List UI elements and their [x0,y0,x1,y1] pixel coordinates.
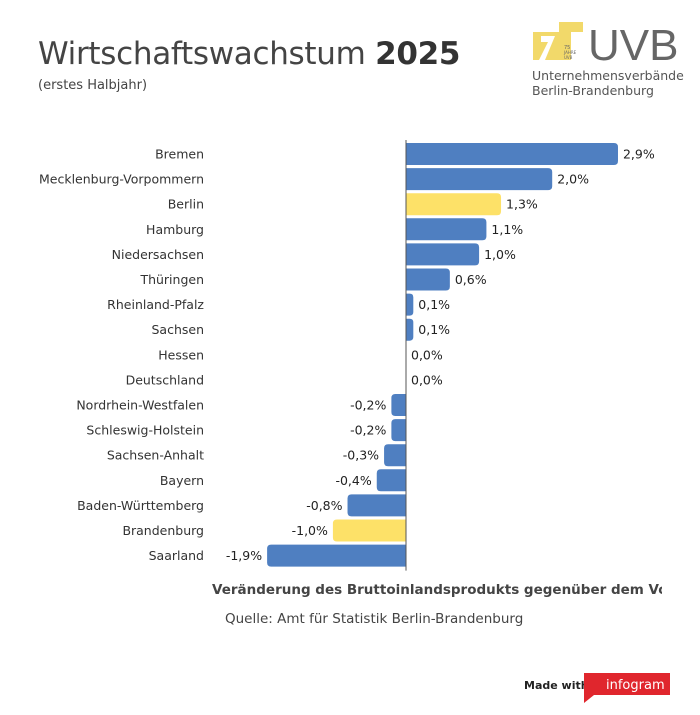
value-label-10: -0,2% [350,398,386,413]
value-label-6: 0,1% [418,297,450,312]
bar-3[interactable] [406,218,487,241]
bar-11[interactable] [391,419,406,442]
source-note: Quelle: Amt für Statistik Berlin-Branden… [225,611,524,627]
category-label-9: Deutschland [126,372,204,387]
category-label-1: Mecklenburg-Vorpommern [39,172,204,187]
infogram-badge-shape [584,673,670,703]
value-label-15: -1,0% [292,523,328,538]
chart-title: Wirtschaftswachstum 2025 [38,36,460,72]
value-label-14: -0,8% [306,498,342,513]
value-label-16: -1,9% [226,548,262,563]
category-label-15: Brandenburg [122,523,204,538]
bar-5[interactable] [406,268,450,291]
category-label-5: Thüringen [139,272,204,287]
bar-1[interactable] [406,168,553,191]
chart-subtitle: (erstes Halbjahr) [38,78,148,93]
category-label-16: Saarland [149,548,204,563]
logo-badge-75: 75 [564,45,570,51]
category-label-7: Sachsen [151,322,204,337]
category-label-3: Hamburg [146,222,204,237]
category-label-8: Hessen [158,347,204,362]
bar-14[interactable] [347,494,406,517]
chart-title-main: Wirtschaftswachstum [38,36,366,72]
bar-6[interactable] [406,293,414,316]
x-axis-label: Veränderung des Bruttoinlandsprodukts ge… [212,582,662,598]
logo-wordmark: Unternehmensverbände Berlin-Brandenburg [532,68,684,98]
bar-15[interactable] [332,519,406,542]
category-label-4: Niedersachsen [112,247,204,262]
bar-12[interactable] [384,444,406,467]
value-label-3: 1,1% [491,222,523,237]
category-label-14: Baden-Württemberg [77,498,204,513]
value-label-8: 0,0% [411,347,443,362]
category-label-13: Bayern [160,473,204,488]
infogram-brand-text: infogram [606,678,665,693]
logo-badge-uvb: UVB [564,55,573,60]
logo-line-2: Berlin-Brandenburg [532,83,654,98]
logo-line-1: Unternehmensverbände [532,68,684,83]
value-label-0: 2,9% [623,147,655,162]
bar-16[interactable] [267,544,406,567]
value-label-13: -0,4% [335,473,371,488]
logo-badge-jahre: JAHRE [563,50,577,55]
logo-seven-icon [539,36,555,60]
value-label-11: -0,2% [350,423,386,438]
value-label-12: -0,3% [343,448,379,463]
bar-4[interactable] [406,243,480,266]
value-label-7: 0,1% [418,322,450,337]
category-label-12: Sachsen-Anhalt [107,448,204,463]
value-label-9: 0,0% [411,372,443,387]
value-label-1: 2,0% [557,172,589,187]
category-label-0: Bremen [155,147,204,162]
uvb-logo: 75 JAHRE UVB UVB [533,21,678,70]
bar-7[interactable] [406,318,414,341]
logo-abbrev: UVB [588,21,678,70]
chart-title-year: 2025 [375,36,461,72]
category-label-6: Rheinland-Pfalz [107,297,204,312]
infogram-badge[interactable]: infogram [584,671,670,703]
bar-13[interactable] [376,469,406,492]
value-label-4: 1,0% [484,247,516,262]
value-label-2: 1,3% [506,197,538,212]
category-label-2: Berlin [168,197,204,212]
made-with-text: Made with [524,679,589,692]
category-label-10: Nordrhein-Westfalen [76,398,204,413]
bar-0[interactable] [406,143,618,165]
bar-10[interactable] [391,394,406,416]
value-label-5: 0,6% [455,272,487,287]
bar-2[interactable] [406,193,502,216]
category-label-11: Schleswig-Holstein [86,423,204,438]
